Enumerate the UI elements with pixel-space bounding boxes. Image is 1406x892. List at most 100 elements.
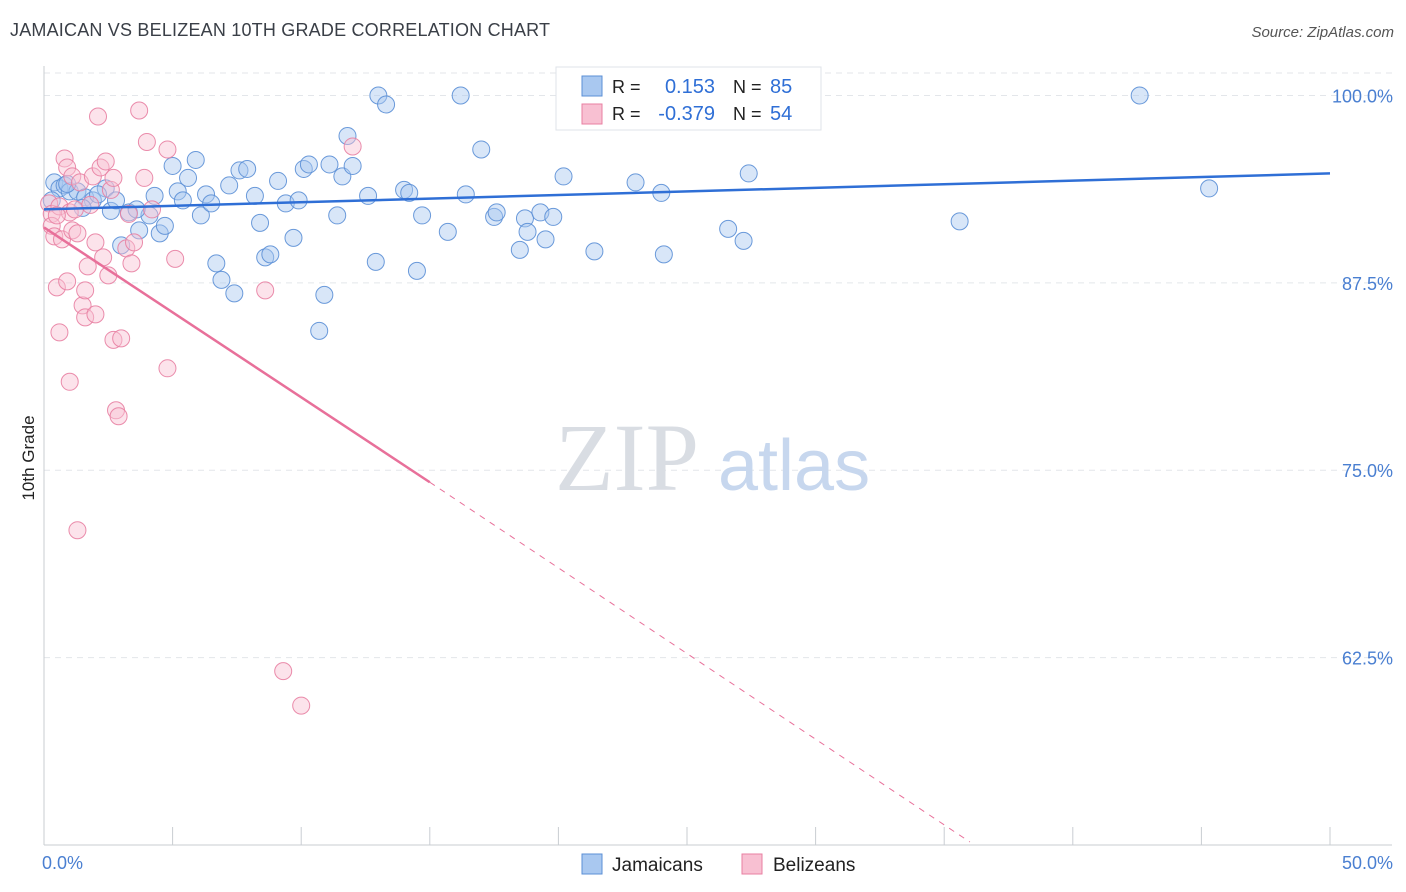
point-jamaicans bbox=[251, 213, 270, 232]
point-jamaicans bbox=[207, 254, 226, 273]
watermark: ZIP atlas bbox=[555, 404, 870, 511]
point-belizeans bbox=[89, 107, 108, 126]
point-belizeans bbox=[81, 195, 100, 214]
point-jamaicans bbox=[413, 206, 432, 225]
point-jamaicans bbox=[451, 86, 470, 105]
stats-n-label-belizeans: N = bbox=[733, 104, 762, 124]
point-belizeans bbox=[104, 330, 123, 349]
point-jamaicans bbox=[212, 270, 231, 289]
point-belizeans bbox=[50, 323, 69, 342]
point-belizeans bbox=[135, 168, 154, 187]
legend-swatch-belizeans bbox=[741, 853, 763, 875]
stats-r-label-belizeans: R = bbox=[612, 104, 641, 124]
point-belizeans bbox=[166, 249, 185, 268]
point-jamaicans bbox=[225, 284, 244, 303]
point-jamaicans bbox=[472, 140, 491, 159]
point-jamaicans bbox=[315, 285, 334, 304]
point-jamaicans bbox=[377, 95, 396, 114]
point-jamaicans bbox=[654, 245, 673, 264]
y-tick-label: 100.0% bbox=[1332, 86, 1393, 106]
point-jamaicans bbox=[130, 221, 149, 240]
point-jamaicans bbox=[366, 252, 385, 271]
point-jamaicans bbox=[544, 207, 563, 226]
point-belizeans bbox=[63, 221, 82, 240]
watermark-zip: ZIP bbox=[555, 404, 699, 511]
point-jamaicans bbox=[168, 182, 187, 201]
point-jamaicans bbox=[400, 183, 419, 202]
point-jamaicans bbox=[510, 240, 529, 259]
point-belizeans bbox=[101, 180, 120, 199]
point-jamaicans bbox=[186, 150, 205, 169]
point-belizeans bbox=[125, 233, 144, 252]
point-belizeans bbox=[86, 233, 105, 252]
source-credit: Source: ZipAtlas.com bbox=[1251, 24, 1394, 41]
point-jamaicans bbox=[230, 161, 249, 180]
point-jamaicans bbox=[554, 167, 573, 186]
point-jamaicans bbox=[328, 206, 347, 225]
y-tick-label: 75.0% bbox=[1342, 461, 1393, 481]
point-jamaicans bbox=[60, 182, 79, 201]
point-belizeans bbox=[119, 204, 138, 223]
point-jamaicans bbox=[536, 230, 555, 249]
stats-r-label-jamaicans: R = bbox=[612, 77, 641, 97]
legend-label-jamaicans: Jamaicans bbox=[612, 855, 703, 876]
point-jamaicans bbox=[369, 86, 388, 105]
x-tick-label-start: 0.0% bbox=[42, 853, 83, 873]
point-jamaicans bbox=[585, 242, 604, 261]
point-belizeans bbox=[137, 132, 156, 151]
point-jamaicans bbox=[145, 186, 164, 205]
point-belizeans bbox=[60, 372, 79, 391]
trend-lines bbox=[43, 172, 1331, 843]
point-jamaicans bbox=[719, 219, 738, 238]
y-tick-label: 62.5% bbox=[1342, 649, 1393, 669]
point-jamaicans bbox=[245, 186, 264, 205]
point-jamaicans bbox=[359, 186, 378, 205]
stats-n-label-jamaicans: N = bbox=[733, 77, 762, 97]
point-belizeans bbox=[47, 206, 66, 225]
point-jamaicans bbox=[1200, 179, 1219, 198]
point-jamaicans bbox=[343, 156, 362, 175]
chart-title: JAMAICAN VS BELIZEAN 10TH GRADE CORRELAT… bbox=[10, 20, 551, 40]
legend: Jamaicans Belizeans bbox=[581, 853, 855, 876]
point-jamaicans bbox=[238, 159, 257, 178]
point-jamaicans bbox=[191, 206, 210, 225]
point-jamaicans bbox=[45, 173, 64, 192]
point-belizeans bbox=[68, 224, 87, 243]
point-belizeans bbox=[58, 158, 77, 177]
point-jamaicans bbox=[299, 155, 318, 174]
trend-line-belizeans bbox=[43, 226, 431, 484]
trend-line-belizeans-extension bbox=[429, 481, 971, 843]
point-jamaicans bbox=[739, 164, 758, 183]
point-belizeans bbox=[58, 272, 77, 291]
point-jamaicans bbox=[179, 168, 198, 187]
point-belizeans bbox=[76, 308, 95, 327]
point-jamaicans bbox=[487, 203, 506, 222]
point-jamaicans bbox=[320, 155, 339, 174]
point-jamaicans bbox=[256, 248, 275, 267]
tick-labels: 100.0% 87.5% 75.0% 62.5% 0.0% 50.0% bbox=[42, 86, 1393, 873]
legend-label-belizeans: Belizeans bbox=[773, 855, 855, 876]
point-belizeans bbox=[73, 296, 92, 315]
point-belizeans bbox=[83, 167, 102, 186]
stats-r-value-belizeans: -0.379 bbox=[658, 103, 715, 125]
point-jamaicans bbox=[1130, 86, 1149, 105]
point-belizeans bbox=[96, 152, 115, 171]
legend-swatch-jamaicans bbox=[581, 853, 603, 875]
stats-swatch-belizeans bbox=[581, 103, 603, 125]
point-belizeans bbox=[158, 140, 177, 159]
point-belizeans bbox=[76, 281, 95, 300]
point-jamaicans bbox=[310, 321, 329, 340]
point-jamaicans bbox=[734, 231, 753, 250]
y-axis-title: 10th Grade bbox=[19, 415, 38, 500]
point-jamaicans bbox=[338, 126, 357, 145]
point-jamaicans bbox=[197, 185, 216, 204]
point-jamaicans bbox=[155, 216, 174, 235]
point-belizeans bbox=[256, 281, 275, 300]
point-jamaicans bbox=[163, 156, 182, 175]
point-belizeans bbox=[158, 359, 177, 378]
stats-swatch-jamaicans bbox=[581, 75, 603, 97]
point-jamaicans bbox=[261, 245, 280, 264]
stats-n-value-jamaicans: 85 bbox=[770, 76, 792, 98]
point-belizeans bbox=[112, 329, 131, 348]
